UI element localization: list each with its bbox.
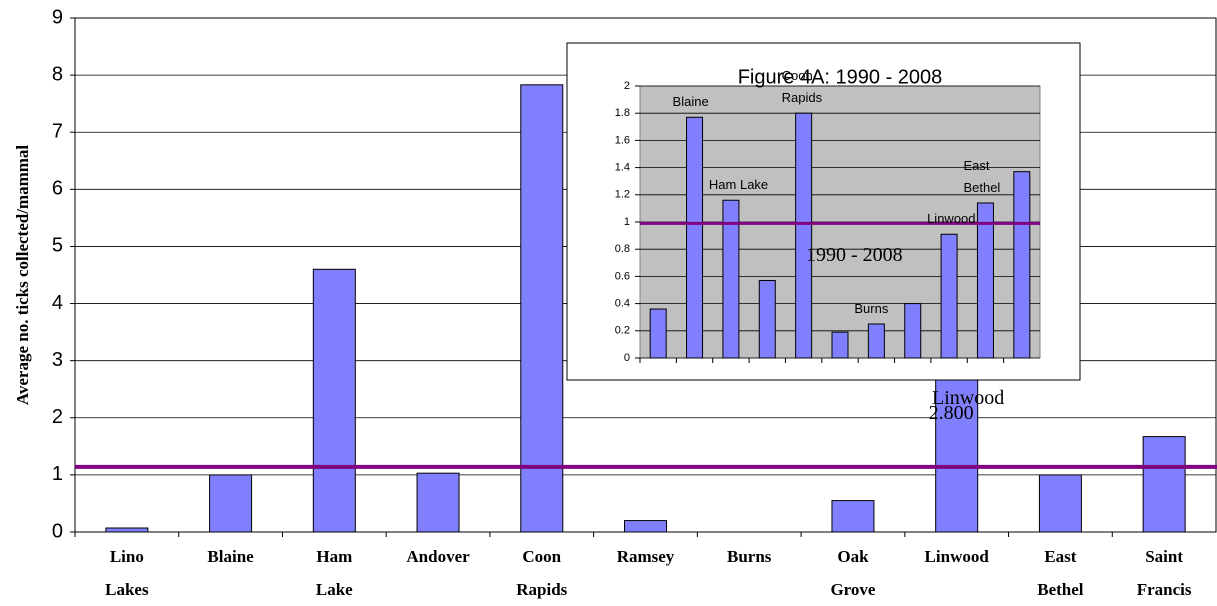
- bar: [1013, 171, 1031, 359]
- y-tick-label: 1.6: [615, 134, 630, 146]
- bar: [1142, 436, 1186, 533]
- bar-label: Ham Lake: [708, 177, 769, 193]
- bar: [935, 371, 979, 533]
- y-tick-label: 7: [52, 121, 63, 143]
- x-tick-label: Ham Lake: [315, 547, 353, 599]
- y-tick-label: 1: [52, 463, 63, 485]
- y-tick-label: 6: [52, 178, 63, 200]
- x-tick-label: Andover: [406, 547, 470, 566]
- bar-label: Linwood: [927, 211, 976, 227]
- bar: [105, 527, 149, 533]
- y-tick-label: 0.2: [615, 325, 630, 337]
- x-tick-label: Coon Rapids: [516, 547, 568, 599]
- y-axis-label: Average no. ticks collected/mammal: [13, 145, 32, 406]
- y-tick-label: 8: [52, 63, 63, 85]
- x-tick-label: Oak Grove: [830, 547, 876, 599]
- bar-label: Burns: [854, 301, 889, 316]
- y-tick-label: 1.2: [615, 189, 630, 201]
- bar: [312, 268, 356, 533]
- bar: [976, 202, 994, 359]
- inset-title: Figure 4A: 1990 - 2008: [738, 66, 943, 88]
- x-tick-label: Saint Francis: [1136, 547, 1192, 599]
- y-tick-label: 0.8: [615, 243, 630, 255]
- x-tick-label: Burns: [727, 547, 772, 566]
- bar: [416, 472, 460, 533]
- x-tick-label: East Bethel: [1037, 547, 1084, 599]
- value-label: 2.800: [928, 402, 974, 425]
- bar: [624, 520, 667, 533]
- y-tick-label: 1: [624, 216, 630, 228]
- bar-label: East Bethel: [963, 157, 1001, 195]
- y-tick-label: 3: [52, 349, 63, 371]
- bar: [686, 116, 704, 359]
- y-tick-label: 2: [624, 80, 630, 92]
- bar: [209, 474, 253, 533]
- y-tick-label: 9: [52, 6, 63, 28]
- bar: [649, 308, 667, 359]
- bar: [904, 303, 922, 359]
- y-tick-label: 2: [52, 406, 63, 428]
- x-tick-label: Linwood: [924, 547, 989, 566]
- x-tick-label: Ramsey: [616, 547, 675, 566]
- annotation: Linwood: [932, 387, 1005, 409]
- y-tick-label: 0: [52, 520, 63, 542]
- bar: [831, 331, 849, 359]
- bar-label: Coon Rapids: [781, 68, 823, 106]
- x-tick-label: Blaine: [207, 547, 254, 566]
- annotation: 1990 - 2008: [806, 244, 903, 266]
- y-tick-label: 4: [52, 292, 63, 314]
- bar: [1038, 474, 1082, 533]
- y-tick-label: 0.4: [615, 298, 630, 310]
- y-tick-label: 0: [624, 352, 630, 364]
- bar: [867, 323, 885, 359]
- y-tick-label: 1.8: [615, 107, 630, 119]
- bar: [722, 199, 740, 359]
- y-tick-label: 1.4: [615, 162, 630, 174]
- x-tick-label: Lino Lakes: [105, 547, 149, 599]
- bar-label: Blaine: [672, 94, 709, 110]
- bar: [520, 84, 564, 533]
- bar: [795, 112, 813, 359]
- bar: [831, 500, 875, 533]
- y-tick-label: 5: [52, 235, 63, 257]
- y-tick-label: 0.6: [615, 270, 630, 282]
- bar: [758, 279, 776, 359]
- bar: [940, 233, 958, 359]
